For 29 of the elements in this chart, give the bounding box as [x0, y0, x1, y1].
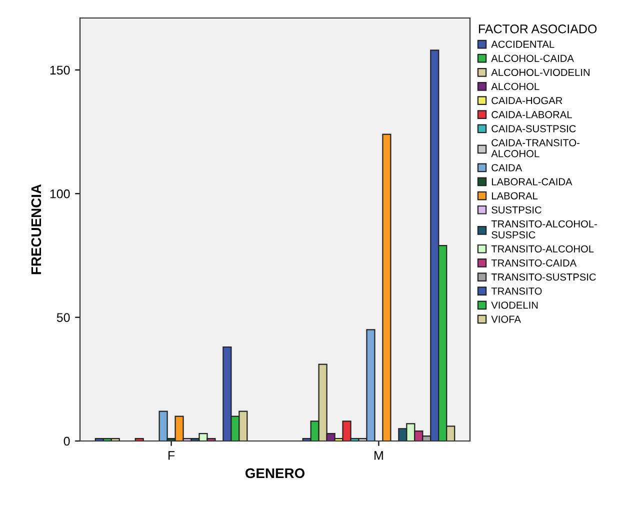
- y-tick-label: 150: [50, 66, 70, 75]
- legend-label: TRANSITO-CAIDA: [491, 259, 577, 267]
- legend-label: TRANSITO-ALCOHOL-SUSPSIC: [491, 220, 597, 238]
- legend-label: CAIDA: [492, 164, 522, 172]
- legend-label: CAIDA-LABORAL: [492, 111, 572, 118]
- y-tick-label: 100: [50, 189, 70, 198]
- y-axis-title: FRECUENCIA: [31, 184, 42, 274]
- legend-label: ALCOHOL-VIODELIN: [491, 68, 590, 76]
- legend-label: TRANSITO-ALCOHOL: [491, 245, 594, 252]
- legend-label: VIOFA: [491, 316, 521, 323]
- legend-label: ACCIDENTAL: [491, 40, 554, 48]
- legend-label: CAIDA-TRANSITO-ALCOHOL: [491, 139, 580, 158]
- legend-label: SUSTPSIC: [492, 206, 542, 214]
- x-tick-label: F: [168, 451, 175, 460]
- legend-label: LABORAL: [492, 192, 538, 200]
- legend-label: CAIDA-HOGAR: [492, 96, 562, 104]
- legend-title: FACTOR ASOCIADO: [478, 24, 597, 34]
- y-tick-label: 0: [64, 436, 70, 446]
- legend-label: VIODELIN: [491, 302, 538, 309]
- legend-label: CAIDA-SUSTPSIC: [492, 125, 576, 132]
- legend-label: ALCOHOL: [491, 82, 540, 90]
- legend-label: ALCOHOL-CAIDA: [491, 54, 574, 62]
- legend-label: TRANSITO: [491, 288, 542, 295]
- legend-label: LABORAL-CAIDA: [492, 178, 572, 186]
- bar: [382, 134, 392, 441]
- x-axis-title: GENERO: [245, 468, 305, 478]
- y-tick-label: 50: [56, 313, 70, 322]
- legend-label: TRANSITO-SUSTPSIC: [491, 273, 596, 281]
- x-tick-label: M: [374, 451, 383, 460]
